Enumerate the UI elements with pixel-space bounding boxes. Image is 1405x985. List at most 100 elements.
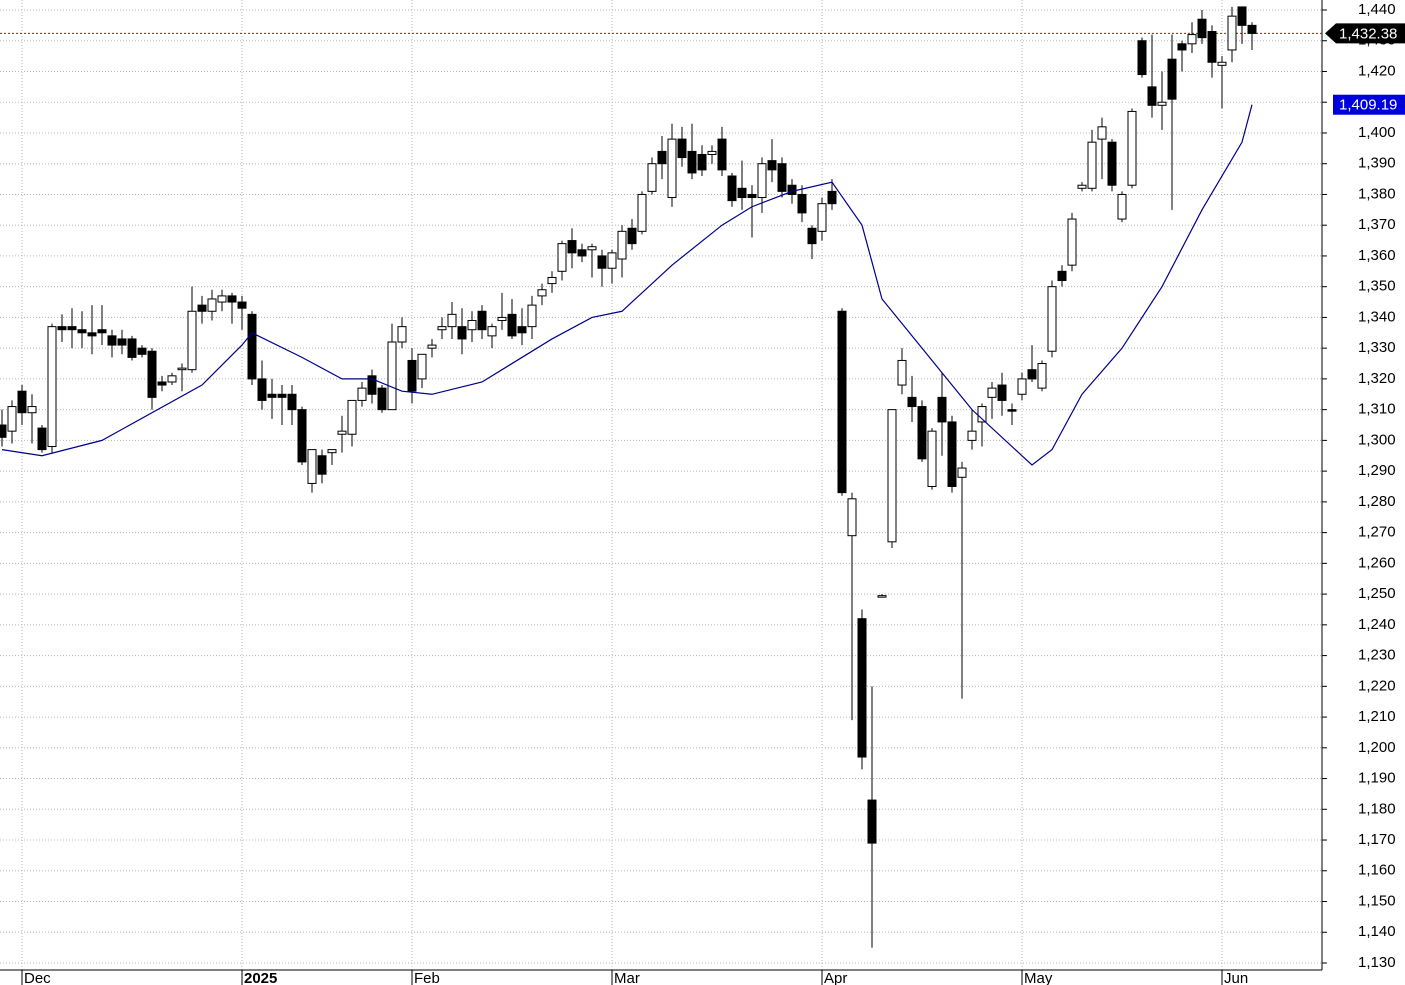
candle-body (467, 319, 477, 331)
candle-body (807, 227, 817, 245)
candle-body (987, 387, 997, 398)
candle-body (1107, 141, 1117, 186)
x-tick-label: Apr (824, 970, 847, 985)
candle-body (1097, 126, 1107, 140)
candle-body (697, 153, 707, 171)
candle-body (737, 187, 747, 199)
candle-body (947, 421, 957, 487)
candle-body (667, 138, 677, 199)
candle-body (677, 138, 687, 159)
candle-body (247, 313, 257, 380)
candle-body (267, 393, 277, 398)
candle-body (777, 163, 787, 192)
last-price-label: 1,432.38 (1339, 25, 1397, 42)
candle-body (1197, 18, 1207, 39)
candle-body (707, 150, 717, 155)
candle-body (177, 367, 187, 371)
candle-body (767, 160, 777, 171)
candle-body (1117, 193, 1127, 220)
y-tick-label: 1,210 (1358, 708, 1396, 725)
candle-body (17, 390, 27, 414)
y-tick-label: 1,160 (1358, 862, 1396, 879)
candle-body (1157, 101, 1167, 106)
candle-body (1217, 61, 1227, 66)
candle-body (967, 430, 977, 441)
candle-body (517, 326, 527, 334)
y-tick-label: 1,240 (1358, 616, 1396, 633)
candle-body (457, 326, 467, 340)
candle-body (447, 313, 457, 328)
candle-body (217, 295, 227, 303)
candle-body (607, 252, 617, 269)
candle-body (1037, 363, 1047, 389)
y-tick-label: 1,170 (1358, 831, 1396, 848)
candle-body (0, 424, 7, 438)
candle-body (407, 359, 417, 392)
candle-body (1077, 184, 1087, 189)
candle-body (7, 406, 17, 432)
candle-body (867, 799, 877, 844)
y-tick-label: 1,350 (1358, 278, 1396, 295)
candle-body (1067, 218, 1077, 266)
candle-body (1017, 378, 1027, 395)
candle-body (197, 304, 207, 312)
candle-body (957, 467, 967, 478)
candle-body (1177, 43, 1187, 51)
candle-body (897, 359, 907, 386)
y-tick-label: 1,270 (1358, 524, 1396, 541)
candle-body (207, 298, 217, 312)
candle-body (67, 326, 77, 331)
x-tick-label: Jun (1224, 970, 1248, 985)
y-tick-label: 1,400 (1358, 124, 1396, 141)
y-tick-label: 1,150 (1358, 892, 1396, 909)
y-tick-label: 1,190 (1358, 770, 1396, 787)
y-tick-label: 1,360 (1358, 247, 1396, 264)
candle-body (567, 240, 577, 254)
candle-body (77, 329, 87, 334)
candle-body (847, 498, 857, 537)
candle-body (727, 175, 737, 202)
candle-body (167, 375, 177, 383)
candle-body (627, 227, 637, 245)
candle-body (657, 150, 667, 165)
candle-body (497, 316, 507, 321)
candle-body (317, 455, 327, 475)
candle-body (527, 304, 537, 328)
candle-body (1057, 270, 1067, 282)
y-tick-label: 1,200 (1358, 739, 1396, 756)
candle-body (927, 430, 937, 488)
overlay-tag (1333, 94, 1405, 115)
candle-body (1207, 31, 1217, 63)
moving-average-line (1, 104, 1253, 466)
candle-body (357, 387, 367, 401)
candle-body (917, 406, 927, 460)
y-tick-label: 1,290 (1358, 462, 1396, 479)
y-tick-label: 1,310 (1358, 401, 1396, 418)
candle-body (257, 378, 267, 401)
last-price-tag (1325, 23, 1405, 44)
candle-body (997, 384, 1007, 401)
candle-body (1047, 286, 1057, 352)
y-tick-label: 1,390 (1358, 155, 1396, 172)
y-tick-label: 1,180 (1358, 800, 1396, 817)
candle-body (417, 353, 427, 380)
candle-body (587, 246, 597, 251)
candle-body (487, 326, 497, 337)
candle-body (907, 396, 917, 408)
candle-body (127, 338, 137, 358)
candle-body (117, 338, 127, 346)
candle-body (287, 393, 297, 411)
candle-body (877, 595, 887, 598)
candle-body (57, 326, 67, 331)
y-tick-label: 1,380 (1358, 185, 1396, 202)
candle-body (47, 326, 57, 448)
candle-body (577, 249, 587, 257)
candle-body (307, 449, 317, 484)
candle-body (477, 310, 487, 331)
overlay-label: 1,409.19 (1339, 97, 1397, 114)
candle-body (757, 163, 767, 199)
x-tick-label: Feb (414, 970, 440, 985)
candle-body (817, 203, 827, 232)
y-tick-label: 1,260 (1358, 554, 1396, 571)
